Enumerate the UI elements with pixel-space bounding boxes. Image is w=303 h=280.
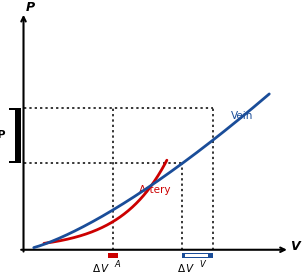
FancyBboxPatch shape: [9, 110, 15, 161]
Text: Artery: Artery: [139, 185, 171, 195]
Text: P: P: [25, 1, 35, 14]
Text: V: V: [199, 260, 205, 269]
Text: A: A: [115, 260, 120, 269]
FancyBboxPatch shape: [9, 108, 21, 163]
FancyBboxPatch shape: [182, 253, 213, 258]
Text: V: V: [290, 240, 300, 253]
FancyBboxPatch shape: [185, 254, 208, 257]
Text: $\Delta\,V$: $\Delta\,V$: [92, 262, 111, 274]
Text: $\Delta\,V$: $\Delta\,V$: [177, 262, 195, 274]
Text: Vein: Vein: [231, 111, 253, 121]
FancyBboxPatch shape: [108, 253, 118, 258]
Text: Δ P: Δ P: [0, 130, 6, 141]
